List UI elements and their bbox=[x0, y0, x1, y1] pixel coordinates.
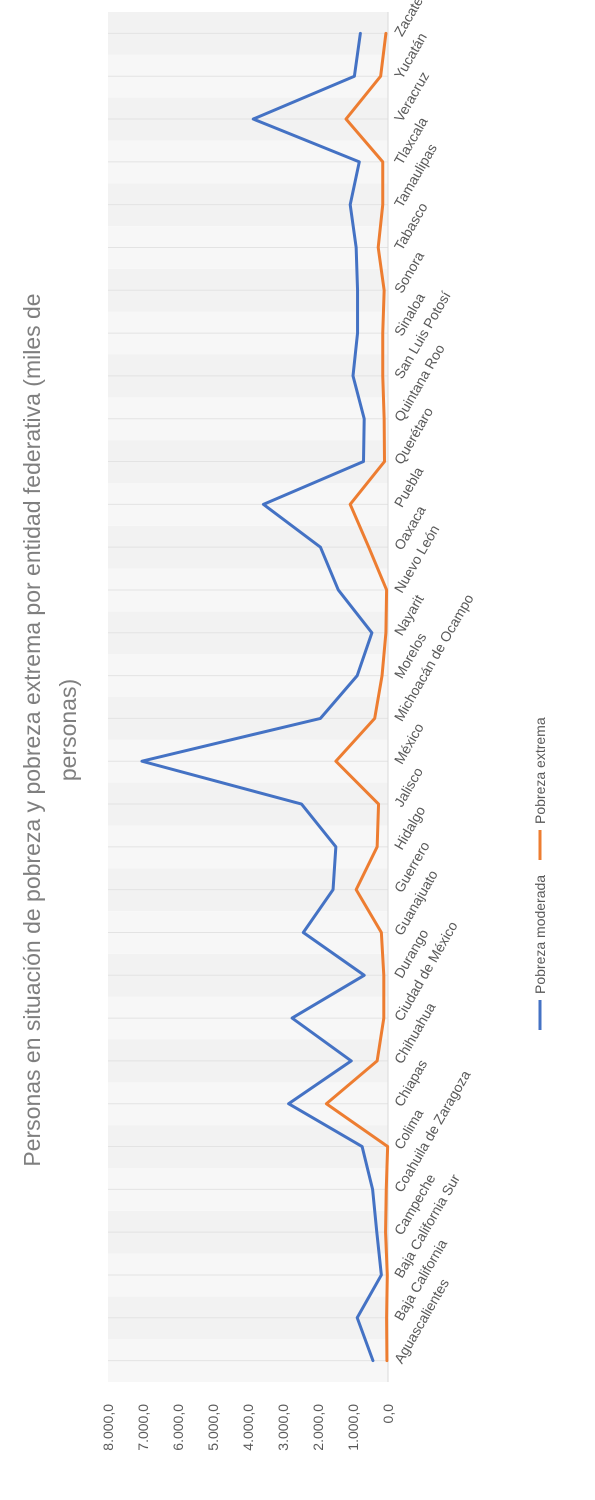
data-point bbox=[319, 546, 322, 549]
data-point bbox=[356, 1316, 359, 1319]
data-point bbox=[363, 417, 366, 420]
data-point bbox=[349, 503, 352, 506]
data-point bbox=[262, 503, 265, 506]
y-axis: 0,0 1.000,0 2.000,0 3.000,0 4.000,0 5.000,0 6.… bbox=[100, 1404, 396, 1451]
data-point bbox=[332, 888, 335, 891]
data-point bbox=[361, 1145, 364, 1148]
data-point bbox=[367, 546, 370, 549]
data-point bbox=[334, 845, 337, 848]
data-point bbox=[384, 32, 387, 35]
data-point bbox=[291, 1017, 294, 1020]
data-point bbox=[383, 460, 386, 463]
data-point bbox=[382, 1017, 385, 1020]
y-tick-label: 1.000,0 bbox=[345, 1404, 361, 1451]
y-tick-label: 4.000,0 bbox=[240, 1404, 256, 1451]
data-point bbox=[385, 1359, 388, 1362]
data-point bbox=[356, 289, 359, 292]
data-point bbox=[356, 332, 359, 335]
data-point bbox=[375, 1231, 378, 1234]
data-point bbox=[355, 246, 358, 249]
data-point bbox=[252, 118, 255, 121]
data-point bbox=[371, 1359, 374, 1362]
data-point bbox=[352, 374, 355, 377]
data-point bbox=[353, 75, 356, 78]
data-point bbox=[349, 203, 352, 206]
data-point bbox=[381, 332, 384, 335]
legend: Pobreza moderada Pobreza extrema bbox=[532, 717, 548, 1030]
data-point bbox=[386, 1145, 389, 1148]
data-point bbox=[370, 631, 373, 634]
data-point bbox=[377, 246, 380, 249]
y-tick-label: 8.000,0 bbox=[100, 1404, 116, 1451]
data-point bbox=[383, 417, 386, 420]
y-tick-label: 3.000,0 bbox=[275, 1404, 291, 1451]
data-point bbox=[381, 674, 384, 677]
data-point bbox=[384, 631, 387, 634]
y-tick-label: 7.000,0 bbox=[135, 1404, 151, 1451]
data-point bbox=[319, 717, 322, 720]
data-point bbox=[345, 118, 348, 121]
data-point bbox=[376, 845, 379, 848]
data-point bbox=[377, 803, 380, 806]
series-lines bbox=[140, 31, 390, 1363]
data-point bbox=[385, 588, 388, 591]
data-point bbox=[376, 1059, 379, 1062]
y-tick-label: 2.000,0 bbox=[310, 1404, 326, 1451]
data-point bbox=[287, 1102, 290, 1105]
data-point bbox=[302, 931, 305, 934]
data-point bbox=[140, 760, 143, 763]
data-point bbox=[373, 717, 376, 720]
data-point bbox=[362, 460, 365, 463]
data-point bbox=[358, 160, 361, 163]
chart-title-line-1: Personas en situación de pobreza y pobre… bbox=[19, 293, 45, 1166]
data-point bbox=[334, 760, 337, 763]
data-point bbox=[350, 1059, 353, 1062]
legend-label: Pobreza moderada bbox=[532, 875, 548, 994]
data-point bbox=[325, 1102, 328, 1105]
data-point bbox=[383, 289, 386, 292]
series-line-pobreza-extrema bbox=[324, 31, 390, 1363]
chart-title: Personas en situación de pobreza y pobre… bbox=[19, 293, 81, 1166]
data-point bbox=[356, 674, 359, 677]
data-point bbox=[382, 974, 385, 977]
data-point bbox=[386, 1273, 389, 1276]
data-point bbox=[359, 32, 362, 35]
data-point bbox=[381, 374, 384, 377]
plot-area bbox=[108, 12, 388, 1382]
data-point bbox=[380, 1273, 383, 1276]
data-point bbox=[380, 931, 383, 934]
y-tick-label: 5.000,0 bbox=[205, 1404, 221, 1451]
gridlines bbox=[108, 32, 388, 1362]
data-point bbox=[363, 974, 366, 977]
chart-title-line-2: personas) bbox=[55, 679, 81, 781]
data-point bbox=[300, 803, 303, 806]
data-point bbox=[384, 1231, 387, 1234]
data-point bbox=[371, 1188, 374, 1191]
data-point bbox=[379, 75, 382, 78]
data-point bbox=[381, 160, 384, 163]
data-point bbox=[337, 588, 340, 591]
data-point bbox=[355, 888, 358, 891]
data-point bbox=[381, 203, 384, 206]
y-tick-label: 0,0 bbox=[380, 1404, 396, 1424]
data-point bbox=[385, 1316, 388, 1319]
y-tick-label: 6.000,0 bbox=[170, 1404, 186, 1451]
series-line-pobreza-moderada bbox=[140, 31, 383, 1363]
legend-label: Pobreza extrema bbox=[532, 717, 548, 824]
data-point bbox=[385, 1188, 388, 1191]
